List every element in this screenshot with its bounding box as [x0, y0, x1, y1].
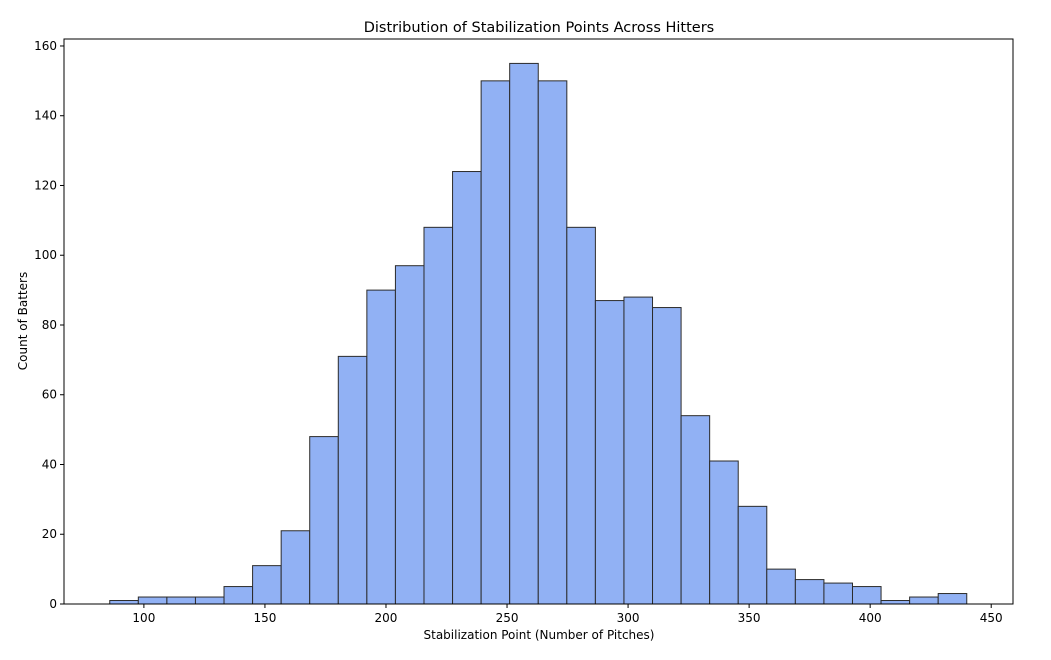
histogram-bar: [280, 530, 311, 605]
histogram-bar: [794, 579, 825, 605]
chart-title: Distribution of Stabilization Points Acr…: [364, 20, 715, 36]
x-tick-label: 300: [617, 611, 640, 625]
histogram-bar: [509, 62, 539, 605]
histogram-bar: [680, 415, 711, 605]
histogram-bar: [366, 289, 396, 605]
y-tick-label: 60: [42, 388, 57, 402]
y-tick-label: 20: [42, 527, 57, 541]
histogram-bar: [937, 593, 968, 605]
histogram-bar: [823, 582, 853, 605]
plot-frame: [63, 38, 1014, 605]
y-tick-label: 100: [34, 248, 57, 262]
x-tick-label: 450: [980, 611, 1003, 625]
histogram-bar: [709, 460, 739, 605]
x-axis-label: Stabilization Point (Number of Pitches): [424, 628, 655, 642]
histogram-bar: [223, 586, 254, 605]
histogram-bar: [880, 600, 911, 605]
x-tick-label: 200: [375, 611, 398, 625]
histogram-bar: [766, 568, 796, 605]
histogram-bar: [252, 565, 282, 605]
histogram-bar: [337, 355, 368, 605]
y-axis-label: Count of Batters: [16, 272, 30, 370]
histogram-bar: [737, 505, 768, 605]
y-tick-label: 120: [34, 178, 57, 192]
histogram-bar: [137, 596, 168, 605]
histogram-bar: [594, 300, 625, 605]
histogram-bar: [452, 171, 482, 605]
histogram-bar: [109, 600, 139, 605]
y-axis-ticks: 0 20 40 60 80 100 120 140 160: [34, 39, 64, 611]
y-tick-label: 140: [34, 109, 57, 123]
histogram-bar: [394, 265, 425, 605]
x-tick-label: 100: [132, 611, 155, 625]
histogram-bar: [194, 596, 225, 605]
bars-group: [109, 62, 968, 605]
y-tick-label: 40: [42, 457, 57, 471]
x-tick-label: 350: [738, 611, 761, 625]
y-tick-label: 160: [34, 39, 57, 53]
x-tick-label: 400: [859, 611, 882, 625]
histogram-bar: [652, 307, 682, 605]
histogram-bar: [309, 436, 339, 605]
histogram-bar: [480, 80, 511, 605]
y-tick-label: 80: [42, 318, 57, 332]
histogram-bar: [909, 596, 939, 605]
histogram-bar: [566, 226, 596, 605]
y-tick-label: 0: [49, 597, 57, 611]
histogram-bar: [623, 296, 654, 605]
x-tick-label: 250: [496, 611, 519, 625]
histogram-bar: [537, 80, 568, 605]
histogram-bar: [423, 226, 454, 605]
histogram-bar: [166, 596, 196, 605]
x-axis-ticks: 100 150 200 250 300 350 400 450: [132, 604, 1003, 625]
histogram-bar: [851, 586, 882, 605]
x-tick-label: 150: [253, 611, 276, 625]
